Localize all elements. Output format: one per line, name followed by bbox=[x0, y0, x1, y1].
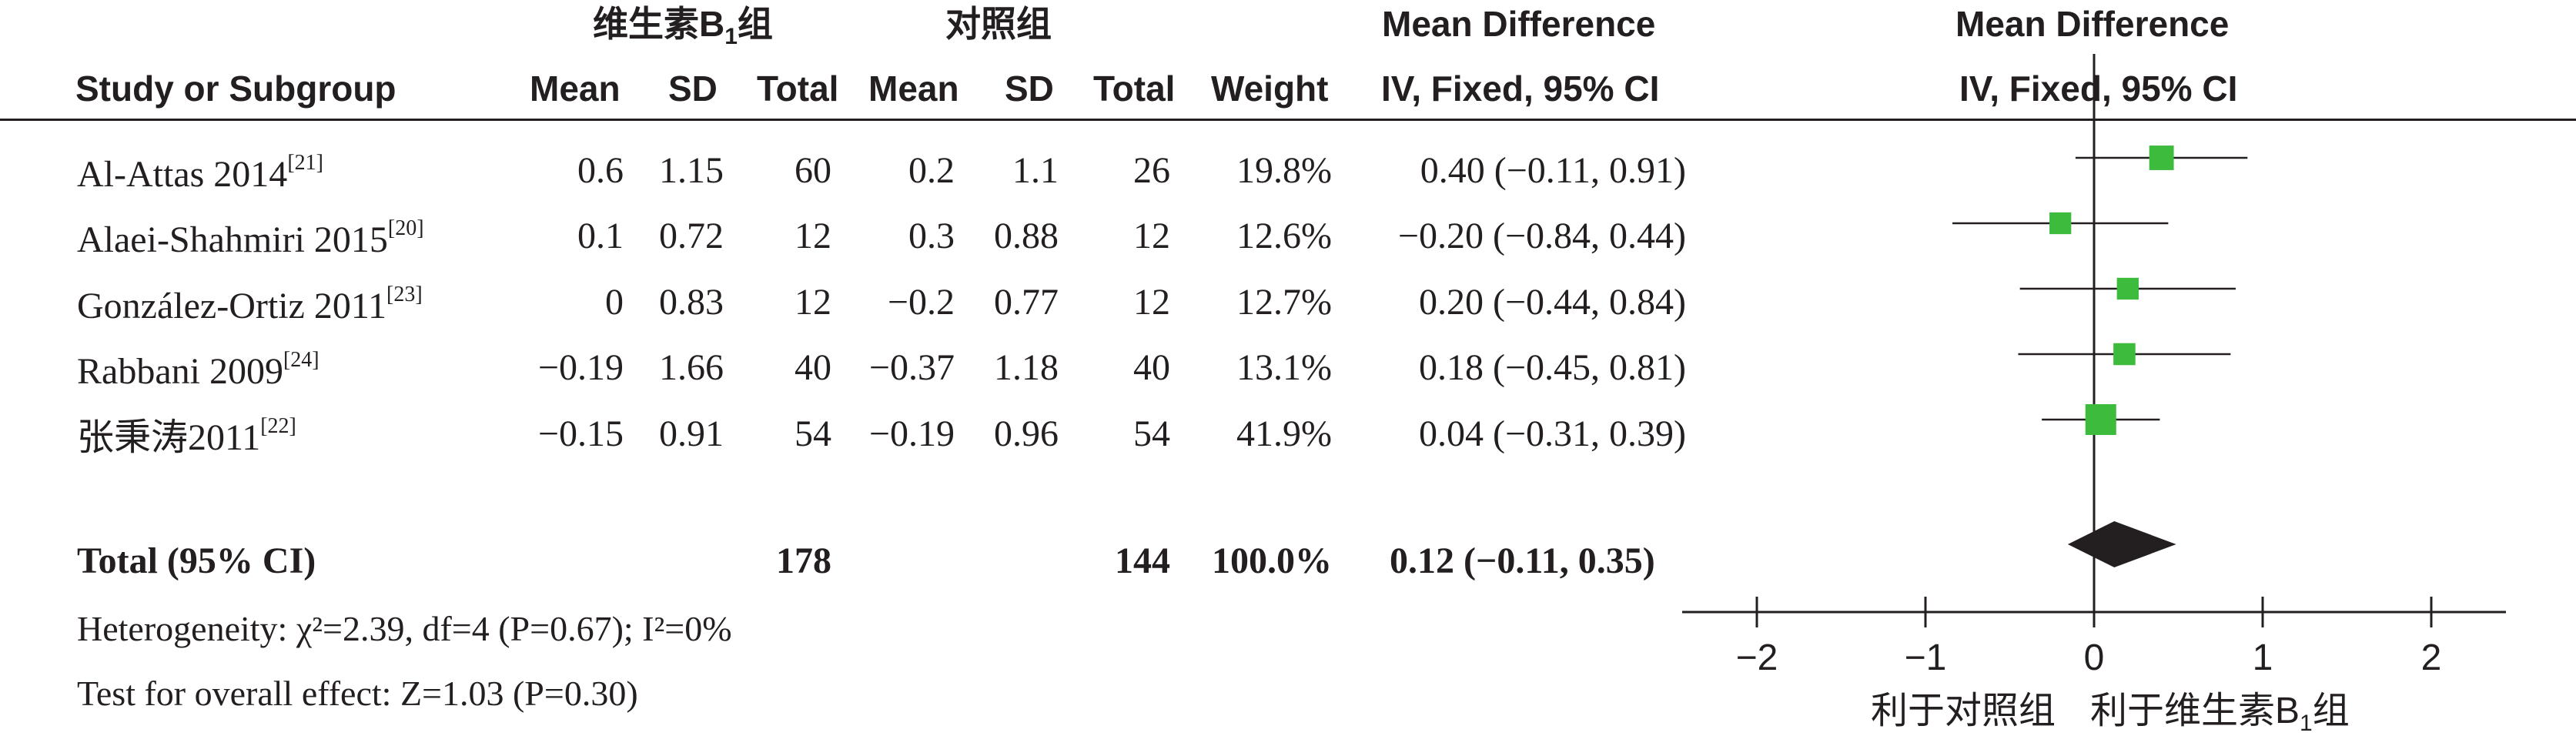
md-method-header: IV, Fixed, 95% CI bbox=[1381, 69, 1660, 109]
study-weight: 41.9% bbox=[1236, 413, 1332, 454]
md-title-header: Mean Difference bbox=[1382, 4, 1656, 44]
x-tick-label: 0 bbox=[2084, 637, 2105, 678]
study-name-text: González-Ortiz 2011 bbox=[77, 286, 387, 326]
header-divider bbox=[0, 119, 2576, 121]
study-sd1: 0.83 bbox=[659, 282, 724, 323]
study-n2: 54 bbox=[1133, 413, 1170, 454]
total-ci: 0.12 (−0.11, 0.35) bbox=[1390, 540, 1655, 581]
study-reference: [22] bbox=[260, 414, 296, 438]
study-weight: 19.8% bbox=[1236, 150, 1332, 191]
group1-header-sub: 1 bbox=[724, 24, 738, 49]
study-sd2: 1.1 bbox=[1012, 150, 1059, 191]
study-name: 张秉涛2011[22] bbox=[77, 416, 296, 457]
study-mean1: 0.6 bbox=[577, 150, 624, 191]
group1-header-suffix: 组 bbox=[737, 4, 773, 44]
study-sd2: 0.96 bbox=[994, 413, 1059, 454]
study-name-text: Alaei-Shahmiri 2015 bbox=[77, 219, 388, 260]
study-weight: 12.7% bbox=[1236, 282, 1332, 323]
study-name: Alaei-Shahmiri 2015[20] bbox=[77, 218, 424, 259]
x-tick-label: −1 bbox=[1905, 637, 1947, 678]
favours-vitamin-suffix: 组 bbox=[2312, 691, 2350, 731]
study-weight: 13.1% bbox=[1236, 347, 1332, 388]
study-n1: 60 bbox=[795, 150, 831, 191]
study-effect-marker bbox=[2085, 404, 2116, 435]
study-ci: 0.04 (−0.31, 0.39) bbox=[1418, 413, 1686, 454]
study-n1: 40 bbox=[795, 347, 831, 388]
group1-header-text: 维生素B bbox=[593, 4, 725, 44]
study-name: Al-Attas 2014[21] bbox=[77, 152, 323, 193]
study-mean2: −0.2 bbox=[887, 282, 955, 323]
study-mean1: 0.1 bbox=[577, 216, 624, 256]
study-n1: 12 bbox=[795, 216, 831, 256]
total-n2: 144 bbox=[1115, 540, 1170, 581]
study-reference: [20] bbox=[387, 216, 424, 240]
study-mean1: −0.19 bbox=[537, 347, 624, 388]
sd2-column-header: SD bbox=[1005, 69, 1054, 109]
study-mean1: −0.15 bbox=[537, 413, 624, 454]
study-sd2: 0.88 bbox=[994, 216, 1059, 256]
study-mean2: 0.3 bbox=[908, 216, 955, 256]
study-name-text: 张秉涛2011 bbox=[77, 417, 261, 458]
study-name: Rabbani 2009[24] bbox=[77, 350, 319, 390]
study-n1: 12 bbox=[795, 282, 831, 323]
weight-column-header: Weight bbox=[1211, 69, 1329, 109]
study-reference: [21] bbox=[287, 151, 323, 175]
study-sd1: 1.66 bbox=[659, 347, 724, 388]
study-mean2: −0.19 bbox=[868, 413, 955, 454]
study-sd2: 0.77 bbox=[994, 282, 1059, 323]
study-weight: 12.6% bbox=[1236, 216, 1332, 256]
study-n2: 26 bbox=[1133, 150, 1170, 191]
x-tick-label: 2 bbox=[2421, 637, 2442, 678]
group1-header: 维生素B1组 bbox=[593, 6, 773, 49]
study-effect-marker bbox=[2113, 343, 2136, 366]
study-ci: 0.40 (−0.11, 0.91) bbox=[1420, 150, 1686, 191]
heterogeneity-text: Heterogeneity: χ²=2.39, df=4 (P=0.67); I… bbox=[77, 609, 732, 648]
study-mean1: 0 bbox=[605, 282, 624, 323]
plot-method-header: IV, Fixed, 95% CI bbox=[1959, 69, 2238, 109]
pooled-effect-diamond bbox=[2067, 521, 2176, 567]
plot-title-header: Mean Difference bbox=[1955, 4, 2230, 44]
study-n2: 40 bbox=[1133, 347, 1170, 388]
favours-vitamin-label: 利于维生素B1组 bbox=[2090, 693, 2350, 735]
favours-control-label: 利于对照组 bbox=[1871, 691, 2056, 731]
study-column-header: Study or Subgroup bbox=[75, 69, 396, 109]
overall-effect-text: Test for overall effect: Z=1.03 (P=0.30) bbox=[77, 674, 638, 713]
total-weight: 100.0% bbox=[1212, 540, 1332, 581]
study-effect-marker bbox=[2049, 212, 2072, 235]
total1-column-header: Total bbox=[757, 69, 839, 109]
x-tick-label: −2 bbox=[1736, 637, 1778, 678]
sd1-column-header: SD bbox=[668, 69, 718, 109]
favours-vitamin-prefix: 利于维生素B bbox=[2090, 691, 2300, 731]
total-label: Total (95% CI) bbox=[77, 540, 316, 581]
study-name-text: Al-Attas 2014 bbox=[77, 154, 288, 195]
study-name: González-Ortiz 2011[23] bbox=[77, 284, 423, 325]
study-mean2: 0.2 bbox=[908, 150, 955, 191]
group2-header: 对照组 bbox=[945, 4, 1052, 44]
study-reference: [24] bbox=[283, 348, 319, 372]
study-n2: 12 bbox=[1133, 282, 1170, 323]
study-effect-marker bbox=[2149, 146, 2174, 170]
mean2-column-header: Mean bbox=[868, 69, 959, 109]
study-sd2: 1.18 bbox=[994, 347, 1059, 388]
study-ci: 0.20 (−0.44, 0.84) bbox=[1418, 282, 1686, 323]
total2-column-header: Total bbox=[1093, 69, 1176, 109]
study-sd1: 0.91 bbox=[659, 413, 724, 454]
study-ci: −0.20 (−0.84, 0.44) bbox=[1397, 216, 1686, 256]
study-ci: 0.18 (−0.45, 0.81) bbox=[1418, 347, 1686, 388]
study-sd1: 1.15 bbox=[659, 150, 724, 191]
x-tick-label: 1 bbox=[2253, 637, 2273, 678]
mean1-column-header: Mean bbox=[530, 69, 621, 109]
favours-vitamin-sub: 1 bbox=[2300, 711, 2313, 736]
study-mean2: −0.37 bbox=[868, 347, 955, 388]
study-reference: [23] bbox=[386, 283, 423, 306]
study-effect-marker bbox=[2116, 277, 2139, 300]
study-n2: 12 bbox=[1133, 216, 1170, 256]
study-name-text: Rabbani 2009 bbox=[77, 351, 283, 392]
total-n1: 178 bbox=[776, 540, 831, 581]
study-n1: 54 bbox=[795, 413, 831, 454]
study-sd1: 0.72 bbox=[659, 216, 724, 256]
